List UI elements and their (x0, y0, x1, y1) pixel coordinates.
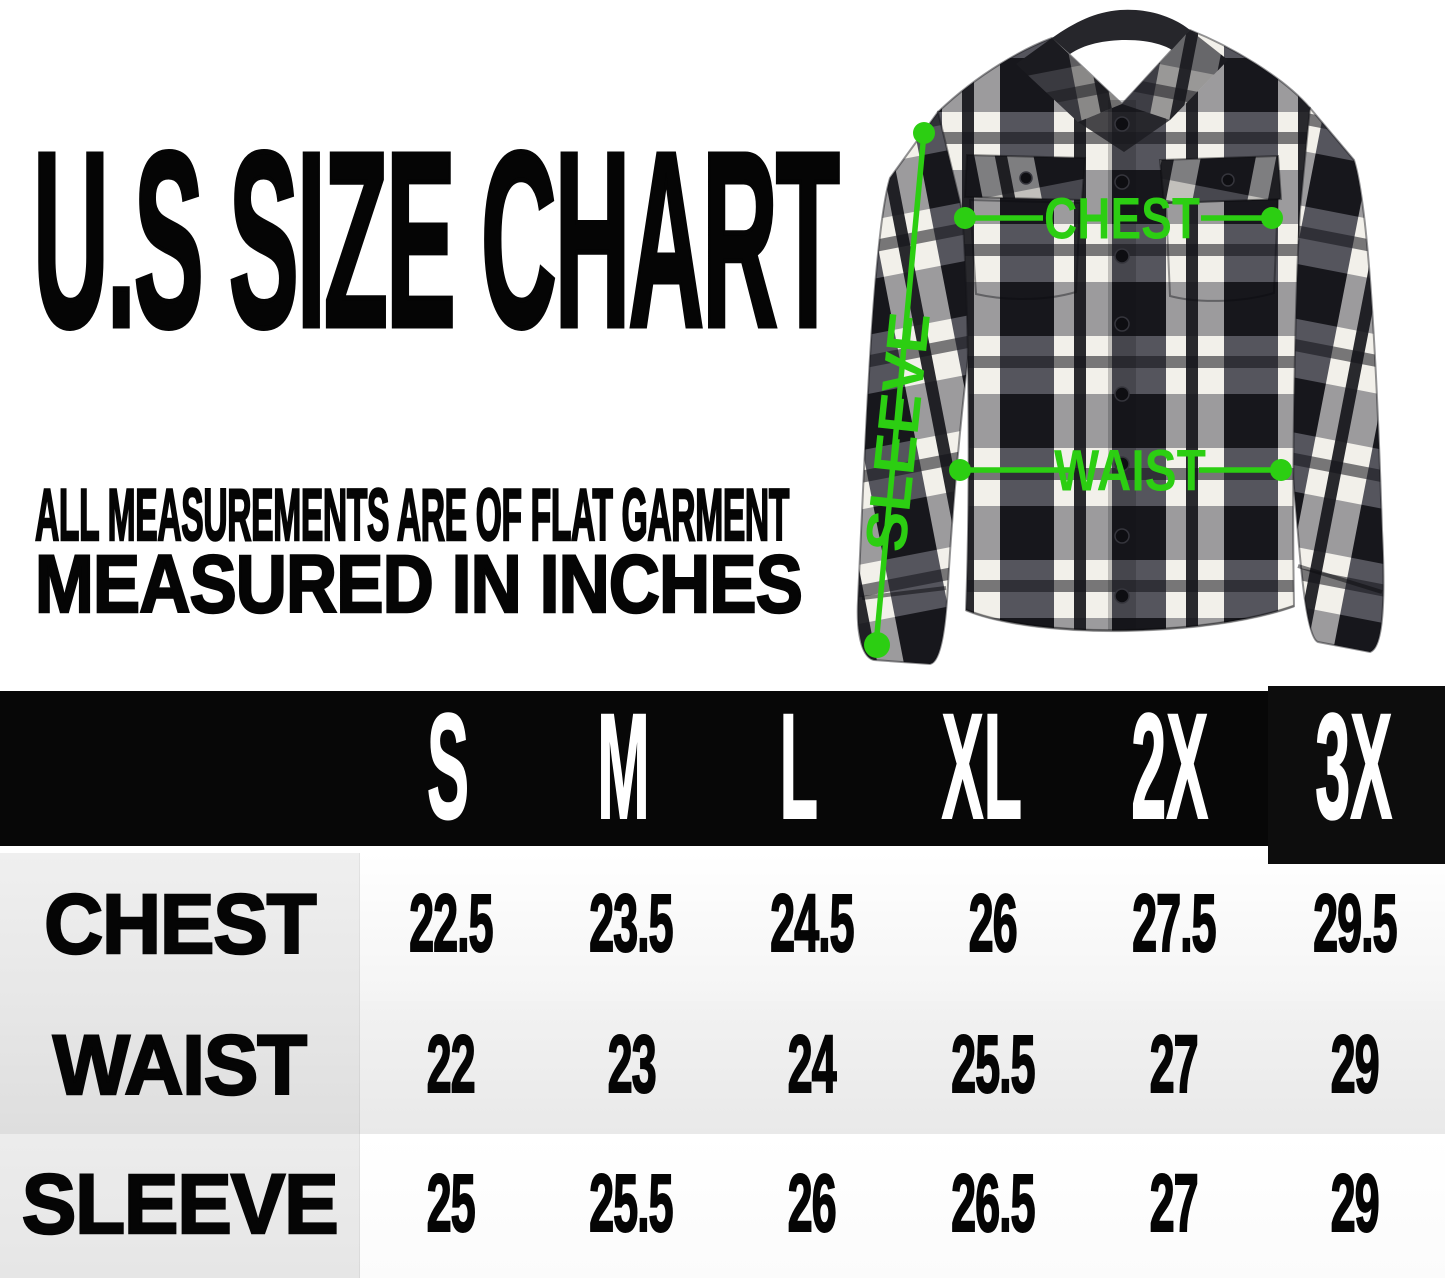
sleeve-dot-bottom (864, 632, 890, 658)
collar-left-shade (1016, 38, 1122, 122)
col-header-s: S (360, 682, 535, 859)
cell-sleeve-m: 25.5 (541, 1134, 722, 1278)
size-value: 25.5 (951, 1018, 1037, 1110)
cell-sleeve-3x: 29 (1264, 1134, 1445, 1278)
cell-sleeve-s: 25 (360, 1134, 541, 1278)
size-letter: 2X (1131, 682, 1209, 850)
row-label: WAIST (52, 1017, 309, 1112)
shirt-left-sleeve (856, 110, 990, 666)
table-row-waist: WAIST 22 23 24 25.5 27 29 (0, 1001, 1445, 1134)
buttons (1114, 116, 1130, 604)
size-value: 27.5 (1132, 878, 1218, 969)
cell-waist-l: 24 (722, 1001, 903, 1134)
size-value: 26 (968, 878, 1018, 969)
page-title: U.S SIZE CHART (32, 100, 841, 379)
row-label: CHEST (43, 877, 318, 971)
chest-measure: CHEST (954, 187, 1283, 252)
cell-chest-l: 24.5 (722, 853, 903, 1001)
size-value: 29 (1330, 1018, 1380, 1110)
size-letter: M (596, 682, 650, 850)
size-letter: XL (941, 682, 1023, 850)
size-value: 29.5 (1312, 878, 1398, 969)
cell-sleeve-2x: 27 (1083, 1134, 1264, 1278)
cell-waist-m: 23 (541, 1001, 722, 1134)
size-value: 26.5 (951, 1157, 1037, 1249)
waist-dot-left (949, 459, 971, 481)
size-header-row: S M L XL 2X 3X (0, 686, 1445, 864)
size-letter: L (779, 682, 818, 850)
cell-waist-s: 22 (360, 1001, 541, 1134)
cell-sleeve-xl: 26.5 (902, 1134, 1083, 1278)
waist-measure: WAIST (949, 439, 1292, 504)
product-photo-flannel-shirt: SLEEVE CHEST WAIST (853, 9, 1385, 666)
size-letter: 3X (1314, 682, 1392, 850)
header-spacer (0, 691, 360, 859)
size-letter: S (426, 682, 469, 850)
size-value: 25.5 (589, 1157, 675, 1249)
col-header-xl: XL (886, 682, 1078, 859)
size-chart-table: S M L XL 2X 3X CHEST 22.5 23.5 24.5 26 2… (0, 686, 1445, 1278)
collar-right-shade (1122, 30, 1228, 120)
size-value: 26 (788, 1157, 838, 1249)
size-value: 23.5 (589, 878, 675, 969)
hem-shadow (965, 604, 1295, 633)
size-value: 24.5 (770, 878, 856, 969)
cell-chest-xl: 26 (902, 853, 1083, 1001)
right-chest-pocket (1158, 154, 1283, 302)
table-row-chest: CHEST 22.5 23.5 24.5 26 27.5 29.5 (0, 853, 1445, 1001)
row-label: SLEEVE (20, 1156, 339, 1251)
sleeve-dot-top (913, 122, 935, 144)
note-measured-in-inches: MEASURED IN INCHES (34, 539, 804, 630)
chest-dot-left (954, 207, 976, 229)
cell-chest-s: 22.5 (360, 853, 541, 1001)
size-value: 25 (426, 1157, 476, 1249)
row-label-cell: SLEEVE (0, 1134, 360, 1278)
size-value: 22.5 (408, 878, 494, 969)
row-label-cell: WAIST (0, 1001, 360, 1134)
cell-chest-2x: 27.5 (1083, 853, 1264, 1001)
cell-chest-m: 23.5 (541, 853, 722, 1001)
size-value: 29 (1330, 1157, 1380, 1249)
size-value: 22 (426, 1018, 476, 1110)
col-header-3x: 3X (1262, 682, 1445, 864)
waist-label: WAIST (1054, 439, 1206, 504)
size-value: 27 (1149, 1157, 1199, 1249)
collar-right (1122, 30, 1228, 120)
cell-waist-3x: 29 (1264, 1001, 1445, 1134)
left-chest-pocket (963, 153, 1087, 300)
left-cuff-seam (861, 586, 947, 600)
col-header-2x: 2X (1078, 682, 1261, 859)
cell-waist-xl: 25.5 (902, 1001, 1083, 1134)
collar-band (1052, 9, 1190, 54)
col-header-l: L (711, 682, 886, 859)
table-row-sleeve: SLEEVE 25 25.5 26 26.5 27 29 (0, 1134, 1445, 1278)
cell-waist-2x: 27 (1083, 1001, 1264, 1134)
chest-dot-right (1261, 207, 1283, 229)
note-flat-garment: ALL MEASUREMENTS ARE OF FLAT GARMENT (34, 475, 790, 556)
col-header-m: M (535, 682, 710, 859)
size-value: 27 (1149, 1018, 1199, 1110)
cell-sleeve-l: 26 (722, 1134, 903, 1278)
size-value: 23 (607, 1018, 657, 1110)
waist-dot-right (1270, 459, 1292, 481)
right-cuff-seam (1297, 564, 1383, 594)
cell-chest-3x: 29.5 (1264, 853, 1445, 1001)
size-value: 24 (788, 1018, 838, 1110)
row-label-cell: CHEST (0, 853, 360, 1001)
chest-label: CHEST (1044, 187, 1200, 252)
